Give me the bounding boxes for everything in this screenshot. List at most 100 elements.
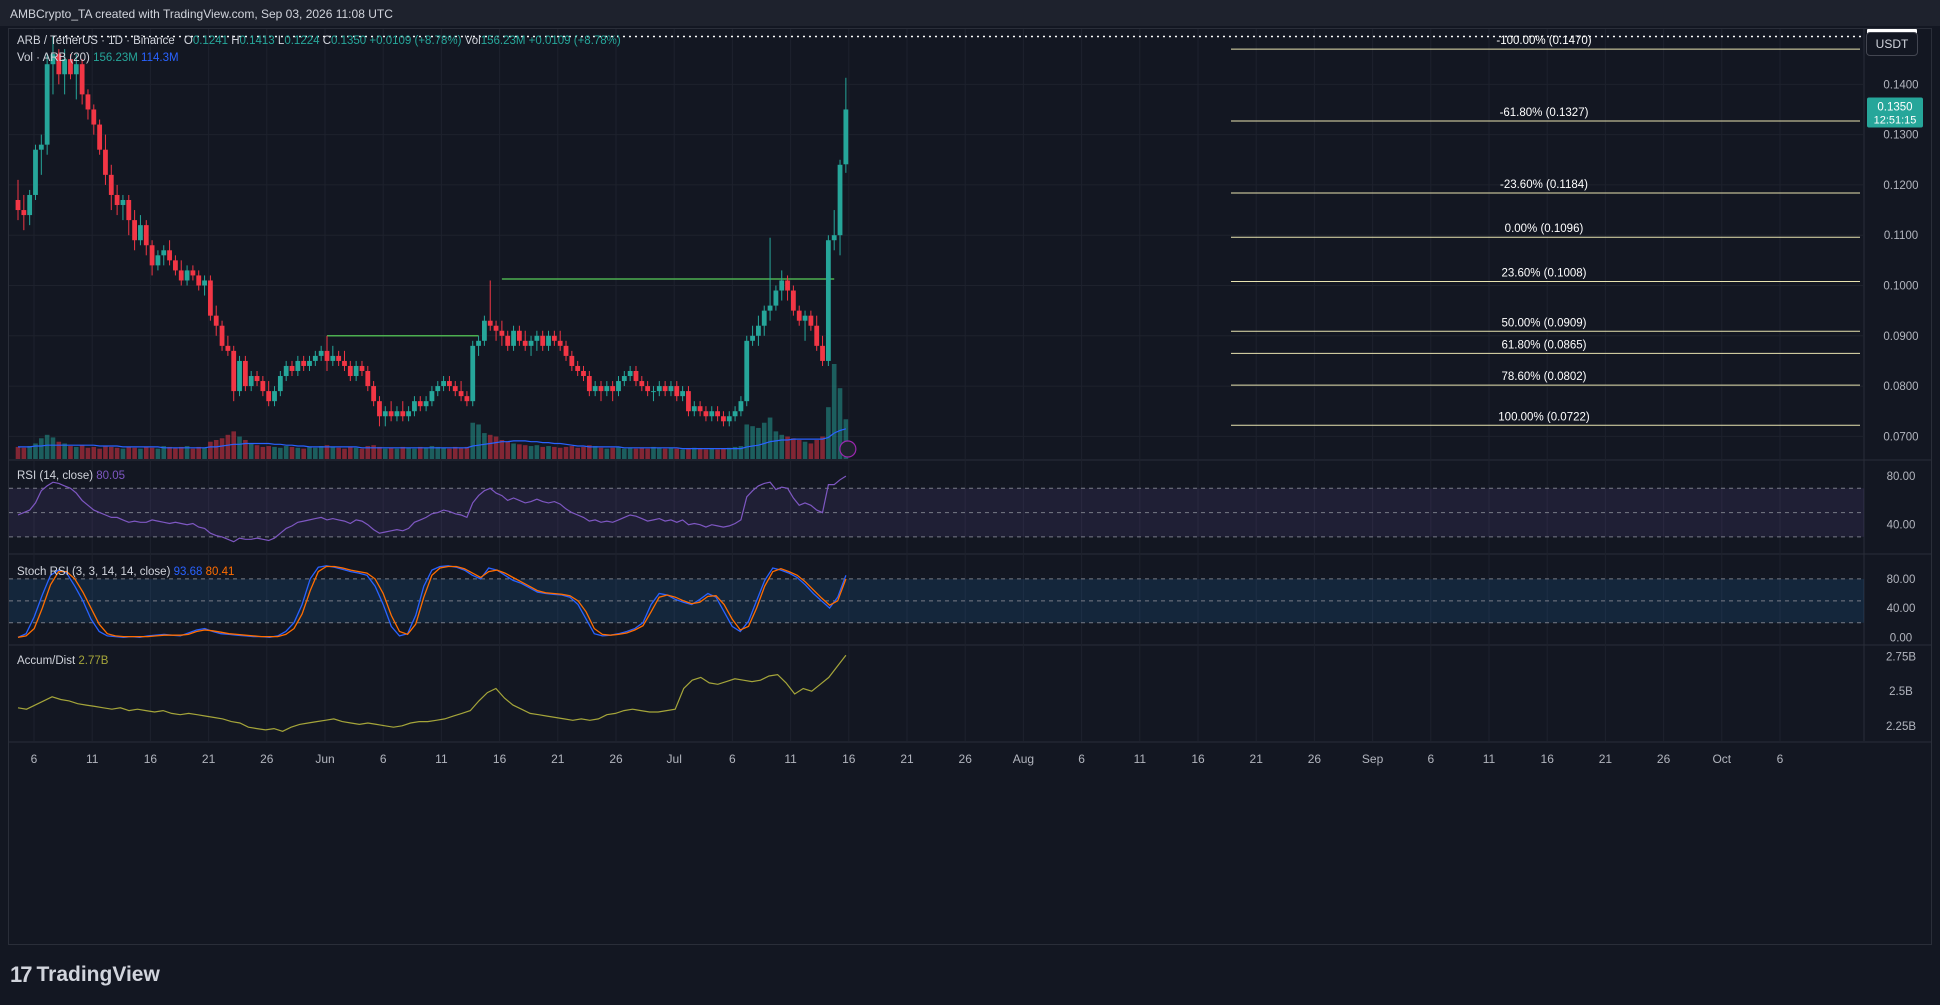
chart-canvas[interactable]: 6 11 16 21 26 Jun 6 11 16 21 26 Jul 6 11 16 21 26 Aug 6 11 1… bbox=[9, 29, 1931, 944]
candle bbox=[347, 360, 353, 382]
candle bbox=[435, 381, 441, 397]
volume-bar bbox=[324, 445, 330, 459]
candle-body bbox=[388, 411, 394, 417]
volume-bar bbox=[313, 447, 318, 459]
volume-bar bbox=[522, 445, 528, 459]
volume-bar bbox=[237, 436, 242, 459]
tradingview-logo[interactable]: 17 TradingView bbox=[10, 961, 160, 989]
volume-bar bbox=[517, 444, 522, 459]
volume-bar bbox=[202, 447, 207, 459]
candle bbox=[394, 406, 400, 422]
volume-bar bbox=[97, 448, 102, 459]
ad-tick-label: 2.75B bbox=[1886, 652, 1916, 664]
candle bbox=[522, 330, 528, 351]
stoch-k-value: 93.68 bbox=[173, 566, 203, 578]
candle-body bbox=[132, 220, 137, 241]
rsi-title: RSI (14, close) bbox=[17, 470, 94, 482]
candle bbox=[546, 330, 551, 351]
candle bbox=[283, 360, 289, 382]
candle-body bbox=[79, 64, 85, 95]
volume-bar bbox=[674, 448, 680, 459]
volume-bar bbox=[703, 449, 709, 459]
candle bbox=[272, 386, 277, 407]
candle bbox=[750, 325, 755, 346]
candle-body bbox=[21, 210, 27, 216]
volume-bar bbox=[62, 443, 67, 459]
candle-body bbox=[610, 386, 616, 392]
volume-bar bbox=[336, 447, 341, 459]
candle bbox=[511, 325, 516, 351]
time-tick-label: 26 bbox=[1308, 752, 1322, 766]
volume-bar bbox=[808, 443, 814, 459]
volume-ma-line bbox=[18, 428, 847, 450]
candle bbox=[767, 237, 773, 321]
time-tick-label: Aug bbox=[1013, 752, 1034, 766]
time-tick-label: 6 bbox=[1427, 752, 1434, 766]
candle bbox=[365, 365, 371, 392]
candle bbox=[289, 360, 295, 377]
candle bbox=[277, 370, 283, 397]
ad-tick-label: 2.5B bbox=[1889, 686, 1913, 698]
vol-change: +0.0109 (+8.78%) bbox=[528, 35, 621, 47]
currency-button[interactable]: USDT bbox=[1866, 32, 1918, 56]
volume-bar bbox=[85, 447, 91, 459]
candle bbox=[68, 54, 73, 80]
candle-body bbox=[627, 370, 633, 377]
candle-body bbox=[353, 365, 359, 377]
candle-body bbox=[219, 325, 225, 346]
volume-bar bbox=[622, 448, 627, 459]
candle-body bbox=[149, 245, 155, 266]
candle-body bbox=[330, 355, 336, 361]
candle-body bbox=[318, 350, 324, 356]
candle bbox=[400, 401, 406, 422]
candle bbox=[651, 386, 656, 402]
chart-frame[interactable]: 6 11 16 21 26 Jun 6 11 16 21 26 Jul 6 11 16 21 26 Aug 6 11 1… bbox=[8, 28, 1932, 945]
stoch-tick-label: 0.00 bbox=[1890, 632, 1912, 644]
price-tick-label: 0.1300 bbox=[1883, 130, 1918, 142]
volume-bar bbox=[254, 445, 260, 459]
candle-body bbox=[796, 310, 802, 321]
candle-body bbox=[773, 290, 779, 306]
volume-bar bbox=[831, 364, 837, 459]
candle-body bbox=[307, 360, 312, 366]
candle bbox=[621, 370, 627, 387]
volume-bar bbox=[534, 445, 540, 459]
candle bbox=[726, 411, 732, 427]
candle-body bbox=[242, 360, 248, 387]
candle bbox=[167, 240, 172, 266]
candle-body bbox=[691, 406, 697, 412]
candle-body bbox=[697, 406, 703, 412]
stoch-legend: Stoch RSI (3, 3, 14, 14, close) 93.68 80… bbox=[17, 566, 234, 578]
candle bbox=[808, 310, 814, 331]
candle-body bbox=[277, 376, 283, 392]
candle-body bbox=[598, 386, 604, 392]
volume-bar bbox=[487, 434, 493, 459]
candle bbox=[540, 330, 546, 351]
volume-bar bbox=[767, 417, 773, 459]
time-tick-label: 6 bbox=[729, 752, 736, 766]
vol-label: Vol bbox=[464, 35, 481, 47]
volume-bar bbox=[400, 446, 406, 459]
candle bbox=[831, 210, 837, 251]
candle bbox=[353, 360, 359, 382]
time-tick-label: 21 bbox=[1599, 752, 1613, 766]
candle-body bbox=[668, 386, 674, 392]
volume-bar bbox=[552, 446, 557, 459]
candle bbox=[237, 355, 242, 397]
time-tick-label: 26 bbox=[609, 752, 623, 766]
candle-body bbox=[62, 59, 68, 75]
candle-body bbox=[557, 340, 563, 346]
fib-level-label: 61.80% (0.0865) bbox=[1501, 339, 1586, 351]
candle bbox=[85, 89, 91, 120]
candle bbox=[423, 396, 429, 412]
candle bbox=[103, 134, 108, 185]
fib-level-label: 23.60% (0.1008) bbox=[1501, 267, 1586, 279]
candle bbox=[260, 376, 266, 397]
price-tick-label: 0.1200 bbox=[1883, 180, 1918, 192]
candle-body bbox=[621, 376, 627, 382]
candle bbox=[242, 355, 248, 392]
volume-bar bbox=[301, 448, 306, 459]
candle-body bbox=[435, 386, 441, 392]
candle-body bbox=[493, 325, 499, 331]
volume-bar bbox=[651, 446, 656, 459]
